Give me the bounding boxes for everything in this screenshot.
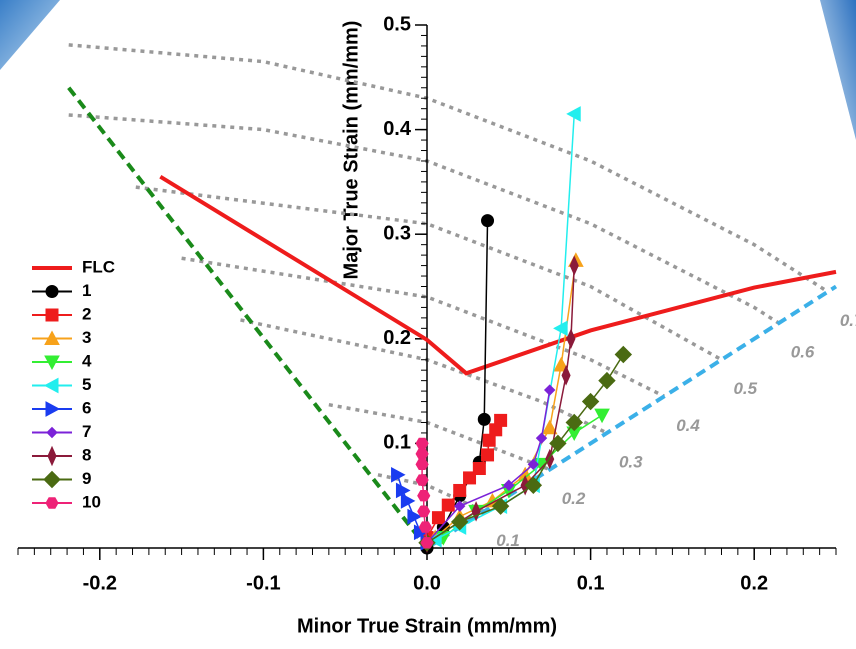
y-tick-label: 0.4	[383, 118, 412, 140]
legend-label: 9	[82, 469, 91, 488]
marker	[549, 434, 567, 453]
legend-label: 10	[82, 492, 101, 511]
contour-label: 0.6	[791, 343, 815, 362]
y-axis-title: Major True Strain (mm/mm)	[340, 21, 362, 280]
legend-label: 7	[82, 422, 91, 441]
marker	[43, 377, 59, 394]
legend-label: 2	[82, 304, 91, 323]
marker	[598, 371, 616, 390]
contour-label: 0.4	[676, 416, 700, 435]
y-tick-label: 0.1	[383, 432, 411, 454]
background-decor	[0, 0, 60, 70]
marker	[535, 432, 548, 444]
marker	[494, 413, 508, 427]
marker	[415, 458, 429, 471]
reference-line	[67, 86, 429, 550]
background-decor	[820, 0, 856, 140]
contour-label: 0.3	[619, 452, 643, 471]
legend-label: 3	[82, 328, 91, 347]
marker	[477, 412, 491, 426]
contour-line	[135, 185, 723, 362]
marker	[569, 255, 579, 276]
marker	[566, 106, 581, 122]
marker	[47, 445, 57, 467]
series-line	[426, 354, 624, 544]
x-tick-label: 0.0	[413, 572, 441, 594]
marker	[400, 493, 416, 509]
marker	[45, 308, 59, 322]
marker	[45, 401, 61, 417]
marker	[43, 470, 61, 489]
contour-line	[377, 473, 485, 513]
marker	[431, 511, 445, 525]
contour-label: 0.1	[496, 531, 520, 550]
marker	[553, 356, 569, 372]
legend-label: 4	[82, 351, 92, 370]
y-tick-label: 0.3	[383, 222, 411, 244]
marker	[407, 508, 422, 525]
x-tick-label: -0.1	[246, 572, 280, 594]
marker	[420, 537, 434, 549]
marker	[472, 462, 486, 476]
marker	[503, 479, 515, 491]
marker	[45, 285, 59, 298]
marker	[451, 513, 469, 531]
marker	[415, 448, 429, 460]
x-tick-label: -0.2	[83, 572, 117, 594]
series-line	[426, 389, 551, 544]
legend-label: 6	[82, 398, 91, 417]
marker	[46, 426, 58, 439]
marker	[441, 498, 455, 512]
marker	[44, 330, 60, 345]
contour-line	[68, 113, 780, 325]
marker	[481, 448, 495, 462]
marker	[418, 521, 432, 533]
marker	[454, 500, 466, 512]
marker	[45, 497, 59, 509]
marker	[415, 474, 429, 486]
x-axis-title: Minor True Strain (mm/mm)	[297, 615, 557, 637]
marker	[527, 458, 540, 471]
marker	[524, 476, 543, 494]
marker	[415, 437, 429, 450]
contour-label: 0.2	[562, 489, 586, 508]
marker	[481, 214, 495, 228]
marker	[553, 320, 568, 337]
marker	[417, 505, 431, 518]
marker	[395, 482, 411, 499]
marker	[566, 328, 576, 350]
legend-label: 8	[82, 445, 91, 464]
marker	[453, 483, 467, 497]
contour-line	[68, 43, 829, 294]
x-tick-label: 0.1	[577, 572, 605, 594]
marker	[417, 490, 431, 502]
contour-line	[181, 256, 665, 398]
marker	[491, 497, 510, 515]
contour-line	[328, 402, 551, 472]
series-line	[159, 174, 837, 376]
marker	[581, 392, 600, 411]
marker	[463, 471, 477, 485]
marker	[391, 466, 406, 483]
marker	[565, 413, 583, 432]
contour-label: 0.5	[733, 379, 757, 398]
marker	[594, 408, 610, 424]
contour-label: 0.7	[840, 311, 856, 330]
series-line	[434, 113, 575, 541]
marker	[541, 419, 558, 435]
legend-label: FLC	[82, 257, 115, 276]
marker	[482, 433, 496, 447]
marker	[614, 345, 633, 364]
x-tick-label: 0.2	[740, 572, 768, 594]
legend-label: 1	[82, 281, 91, 300]
legend-label: 5	[82, 375, 91, 394]
y-tick-label: 0.5	[383, 13, 411, 35]
marker	[543, 384, 556, 396]
y-tick-label: 0.2	[383, 327, 411, 349]
marker	[561, 365, 571, 386]
marker	[44, 355, 60, 371]
